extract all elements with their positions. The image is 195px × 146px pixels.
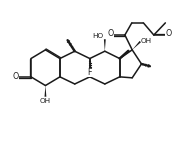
Polygon shape (44, 86, 46, 97)
Text: OH: OH (141, 38, 152, 44)
Text: O: O (107, 29, 114, 38)
Text: O: O (165, 29, 171, 38)
Text: OH: OH (40, 98, 51, 104)
Text: HO: HO (92, 33, 104, 39)
Text: F: F (87, 68, 92, 77)
Polygon shape (120, 50, 129, 59)
Text: O: O (13, 72, 19, 81)
Polygon shape (104, 39, 106, 51)
Polygon shape (132, 41, 141, 50)
